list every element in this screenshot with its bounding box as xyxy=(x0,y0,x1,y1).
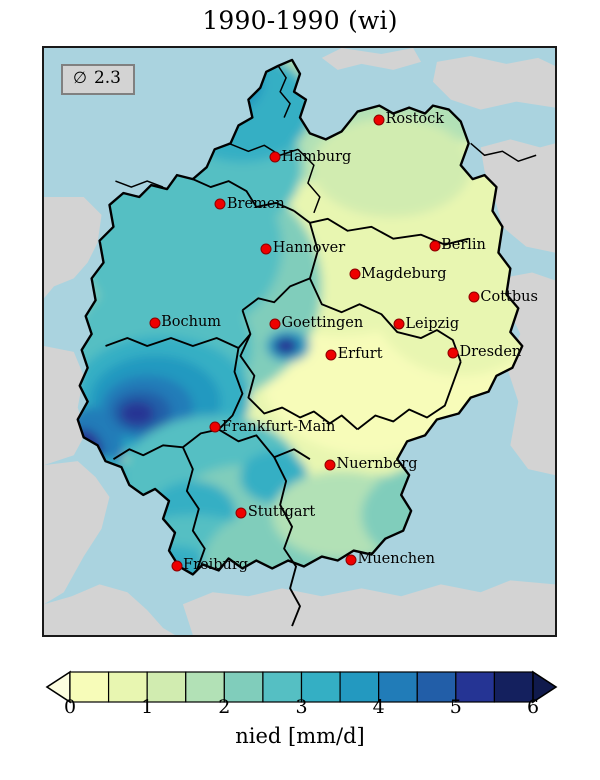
city-dot-icon xyxy=(171,560,183,572)
city-label: Hamburg xyxy=(281,148,352,165)
city-label: Leipzig xyxy=(405,315,460,332)
city-label: Erfurt xyxy=(337,346,383,363)
colorbar-tick-2: 2 xyxy=(218,696,231,718)
mean-value: 2.3 xyxy=(93,68,121,88)
city-dot-icon xyxy=(324,459,336,471)
city-marker-erfurt[interactable]: Erfurt xyxy=(325,346,383,362)
state-borders xyxy=(105,178,469,627)
colorbar-bin-5 xyxy=(262,671,303,703)
city-label: Muenchen xyxy=(357,551,435,568)
city-marker-muenchen[interactable]: Muenchen xyxy=(345,551,435,567)
precipitation-map xyxy=(44,48,555,635)
colorbar-tick-4: 4 xyxy=(372,696,385,718)
city-label: Rostock xyxy=(385,111,445,128)
city-marker-bochum[interactable]: Bochum xyxy=(149,315,221,331)
city-dot-icon xyxy=(214,198,226,210)
city-dot-icon xyxy=(373,114,385,126)
city-marker-bremen[interactable]: Bremen xyxy=(214,196,285,212)
city-dot-icon xyxy=(269,151,281,163)
mean-symbol: ∅ xyxy=(73,68,87,87)
city-label: Dresden xyxy=(459,344,522,361)
colorbar-tick-6: 6 xyxy=(526,696,540,718)
city-marker-hannover[interactable]: Hannover xyxy=(260,240,345,256)
city-dot-icon xyxy=(468,291,480,303)
colorbar-bin-0 xyxy=(69,671,110,703)
colorbar-axis-label: nied [mm/d] xyxy=(235,724,365,748)
city-dot-icon xyxy=(260,243,272,255)
colorbar-bin-11 xyxy=(493,671,534,703)
city-marker-leipzig[interactable]: Leipzig xyxy=(393,316,459,332)
city-dot-icon xyxy=(349,268,361,280)
colorbar-bin-10 xyxy=(455,671,496,703)
city-marker-nuernberg[interactable]: Nuernberg xyxy=(324,456,418,472)
city-marker-stuttgart[interactable]: Stuttgart xyxy=(235,505,315,521)
city-marker-dresden[interactable]: Dresden xyxy=(447,345,521,361)
neighbour-countries xyxy=(44,48,555,635)
colorbar-bin-7 xyxy=(339,671,380,703)
colorbar-bin-8 xyxy=(378,671,418,703)
city-label: Berlin xyxy=(441,237,486,254)
city-marker-frankfurt-main[interactable]: Frankfurt-Main xyxy=(209,419,335,435)
colorbar-tick-1: 1 xyxy=(141,696,154,718)
country-outline xyxy=(76,58,524,576)
colorbar-tick-0: 0 xyxy=(63,696,77,718)
city-marker-rostock[interactable]: Rostock xyxy=(373,111,444,127)
colorbar-bin-9 xyxy=(416,671,457,703)
city-marker-cottbus[interactable]: Cottbus xyxy=(468,289,538,305)
city-dot-icon xyxy=(393,318,405,330)
city-label: Cottbus xyxy=(480,288,538,305)
city-marker-freiburg[interactable]: Freiburg xyxy=(171,557,248,573)
city-label: Stuttgart xyxy=(247,504,316,521)
city-marker-berlin[interactable]: Berlin xyxy=(429,237,486,253)
city-marker-goettingen[interactable]: Goettingen xyxy=(269,315,363,331)
colorbar[interactable]: 0 1 2 3 4 5 6 nied [mm/d] xyxy=(0,660,600,780)
city-label: Nuernberg xyxy=(336,456,418,473)
hydrography xyxy=(115,65,537,214)
city-dot-icon xyxy=(149,317,161,329)
city-label: Bremen xyxy=(226,195,285,212)
city-dot-icon xyxy=(325,349,337,361)
city-label: Magdeburg xyxy=(361,266,447,283)
city-label: Frankfurt-Main xyxy=(221,418,336,435)
city-marker-magdeburg[interactable]: Magdeburg xyxy=(349,266,447,282)
colorbar-bin-2 xyxy=(146,671,187,703)
city-dot-icon xyxy=(429,240,441,252)
city-label: Goettingen xyxy=(281,315,364,332)
colorbar-tick-5: 5 xyxy=(449,696,462,718)
city-dot-icon xyxy=(345,554,357,566)
city-label: Bochum xyxy=(161,314,222,331)
city-label: Freiburg xyxy=(183,557,249,574)
city-dot-icon xyxy=(235,507,247,519)
city-label: Hannover xyxy=(272,240,346,257)
domain-mean-badge: ∅ 2.3 xyxy=(61,64,135,95)
colorbar-bin-6 xyxy=(300,671,341,703)
city-dot-icon xyxy=(447,347,459,359)
city-dot-icon xyxy=(209,421,221,433)
colorbar-over-arrow xyxy=(532,670,558,704)
city-marker-hamburg[interactable]: Hamburg xyxy=(269,149,351,165)
colorbar-bin-4 xyxy=(223,671,264,703)
colorbar-tick-3: 3 xyxy=(295,696,308,718)
page-title: 1990-1990 (wi) xyxy=(202,6,398,35)
map-axes[interactable]: ∅ 2.3 Rostock Hamburg Bremen Hannover Berlin M… xyxy=(42,46,557,637)
colorbar-swatches xyxy=(45,670,558,704)
city-dot-icon xyxy=(269,318,281,330)
